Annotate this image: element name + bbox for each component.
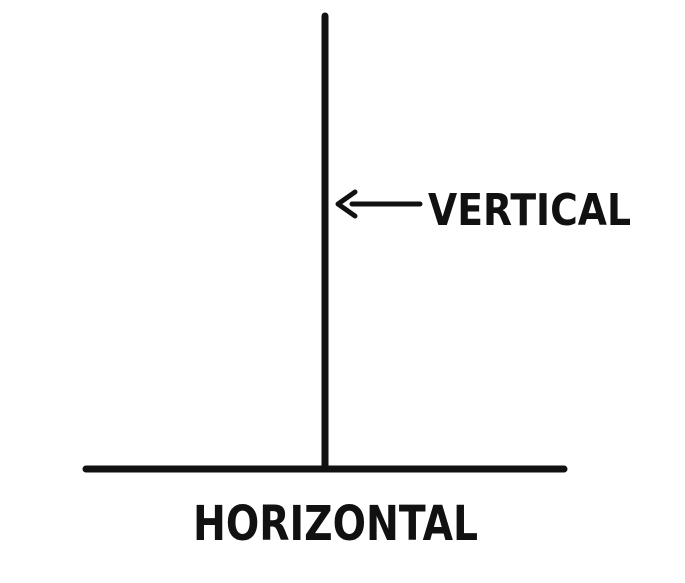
horizontal-label: HORIZONTAL <box>193 496 478 552</box>
arrow-icon <box>335 189 423 219</box>
vertical-label: VERTICAL <box>428 185 631 236</box>
arrowhead <box>335 189 358 219</box>
